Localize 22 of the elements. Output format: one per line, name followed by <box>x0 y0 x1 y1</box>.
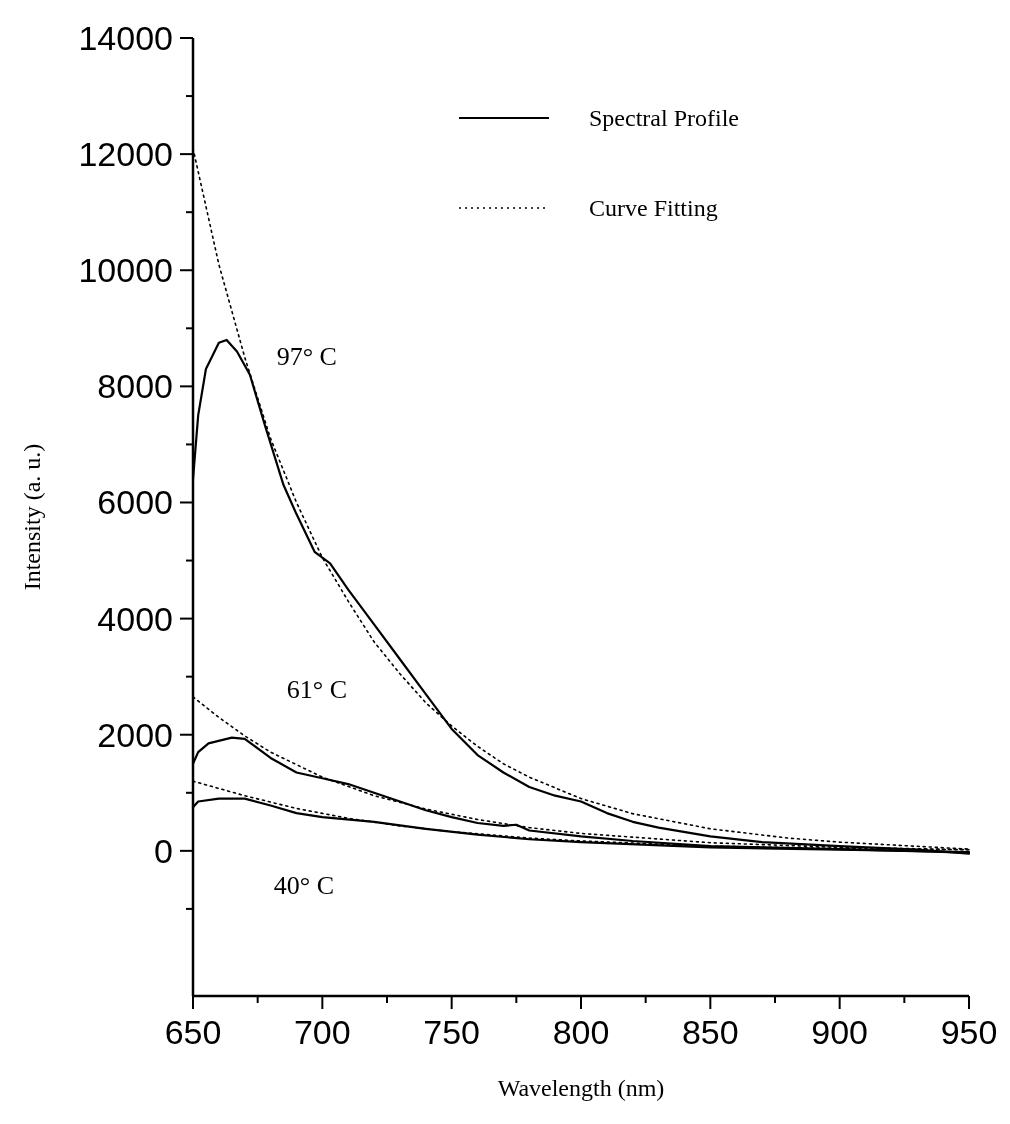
legend-label: Curve Fitting <box>589 195 718 222</box>
annotation: 97° C <box>276 341 337 371</box>
y-tick-label: 14000 <box>78 18 173 57</box>
y-tick-label: 0 <box>154 831 173 870</box>
annotation: 40° C <box>273 870 335 900</box>
x-tick-label: 700 <box>293 1013 351 1051</box>
legend-label: Spectral Profile <box>589 105 739 132</box>
x-axis-title: Wavelength (nm) <box>497 1075 665 1101</box>
y-tick-label: 12000 <box>78 135 173 174</box>
y-axis-title: Intensity (a. u.) <box>19 443 45 591</box>
y-tick-label: 10000 <box>78 251 173 290</box>
x-tick-label: 650 <box>164 1013 222 1051</box>
x-tick-label: 800 <box>552 1013 610 1051</box>
x-tick-label: 750 <box>423 1013 481 1051</box>
y-tick-label: 8000 <box>97 367 173 406</box>
x-tick-label: 900 <box>811 1013 869 1051</box>
y-tick-label: 2000 <box>97 715 173 754</box>
y-tick-label: 4000 <box>97 599 173 638</box>
x-tick-label: 950 <box>940 1013 998 1051</box>
x-tick-label: 850 <box>681 1013 739 1051</box>
annotation: 61° C <box>286 674 348 704</box>
y-tick-label: 6000 <box>97 483 173 522</box>
